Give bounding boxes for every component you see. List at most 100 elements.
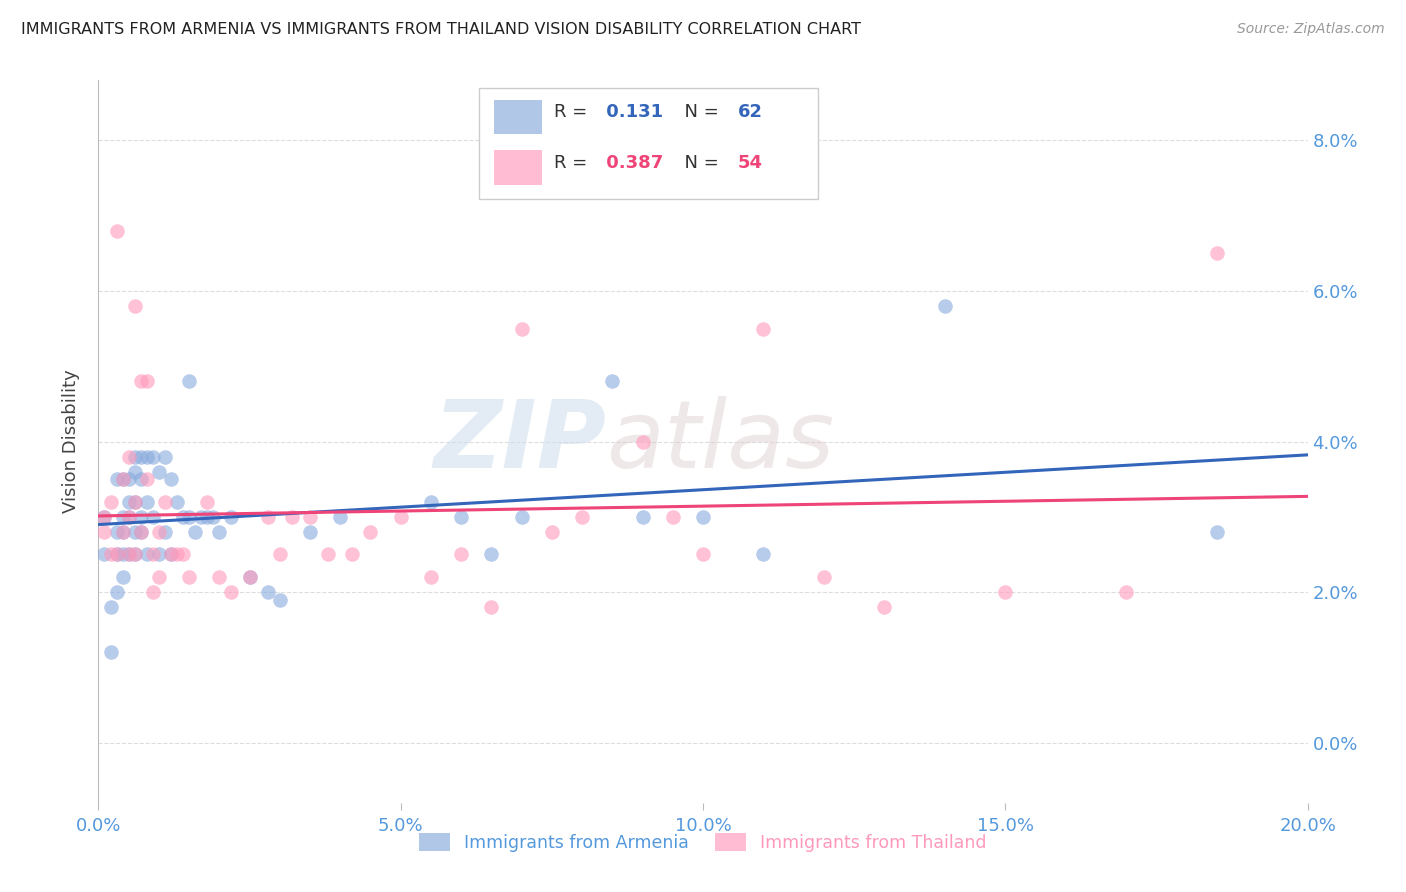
Point xyxy=(118,450,141,464)
Point xyxy=(105,585,128,599)
Point xyxy=(166,548,188,562)
Point xyxy=(631,434,654,449)
Point xyxy=(124,450,146,464)
Point xyxy=(450,509,472,524)
Legend: Immigrants from Armenia, Immigrants from Thailand: Immigrants from Armenia, Immigrants from… xyxy=(412,827,994,859)
Point xyxy=(602,375,624,389)
Text: 54: 54 xyxy=(738,154,763,172)
Point xyxy=(142,548,165,562)
Point xyxy=(239,570,262,584)
Point xyxy=(118,472,141,486)
Point xyxy=(142,450,165,464)
Point xyxy=(450,548,472,562)
Point xyxy=(93,509,115,524)
Text: 0.131: 0.131 xyxy=(600,103,664,121)
FancyBboxPatch shape xyxy=(479,87,818,200)
Text: N =: N = xyxy=(672,103,724,121)
Point xyxy=(342,548,364,562)
Point xyxy=(105,524,128,539)
Point xyxy=(124,494,146,508)
Point xyxy=(481,600,503,615)
Point xyxy=(129,509,152,524)
Point xyxy=(135,450,157,464)
Point xyxy=(661,509,683,524)
Point xyxy=(269,592,291,607)
Point xyxy=(160,548,183,562)
Point xyxy=(148,465,170,479)
Point xyxy=(148,548,170,562)
Point xyxy=(202,509,225,524)
Point xyxy=(118,509,141,524)
Point xyxy=(166,494,188,508)
Point xyxy=(129,472,152,486)
Point xyxy=(269,548,291,562)
Point xyxy=(129,524,152,539)
Point xyxy=(329,509,352,524)
Point xyxy=(172,509,194,524)
Point xyxy=(481,548,503,562)
Point xyxy=(111,570,134,584)
Point xyxy=(93,509,115,524)
Point xyxy=(124,548,146,562)
Point xyxy=(153,450,176,464)
Point xyxy=(752,321,775,335)
Point xyxy=(360,524,382,539)
Point xyxy=(148,570,170,584)
Point xyxy=(142,585,165,599)
Point xyxy=(692,509,714,524)
Point xyxy=(111,524,134,539)
Y-axis label: Vision Disability: Vision Disability xyxy=(62,369,80,514)
Point xyxy=(195,494,218,508)
Point xyxy=(692,548,714,562)
Point xyxy=(129,375,152,389)
Point xyxy=(1115,585,1137,599)
Point xyxy=(172,548,194,562)
Point xyxy=(93,548,115,562)
Text: IMMIGRANTS FROM ARMENIA VS IMMIGRANTS FROM THAILAND VISION DISABILITY CORRELATIO: IMMIGRANTS FROM ARMENIA VS IMMIGRANTS FR… xyxy=(21,22,860,37)
Point xyxy=(135,375,157,389)
Point xyxy=(179,375,201,389)
Point xyxy=(221,509,243,524)
Point xyxy=(389,509,412,524)
Point xyxy=(221,585,243,599)
Point xyxy=(1206,246,1229,260)
Point xyxy=(124,465,146,479)
Text: R =: R = xyxy=(554,103,593,121)
Point xyxy=(118,548,141,562)
Point xyxy=(420,570,443,584)
Point xyxy=(105,472,128,486)
Point xyxy=(540,524,562,539)
Point xyxy=(160,472,183,486)
Point xyxy=(873,600,896,615)
Point xyxy=(299,509,322,524)
Point xyxy=(631,509,654,524)
Point xyxy=(111,548,134,562)
Point xyxy=(813,570,835,584)
Point xyxy=(111,472,134,486)
Point xyxy=(100,645,122,659)
Point xyxy=(124,548,146,562)
Point xyxy=(142,509,165,524)
Point xyxy=(129,450,152,464)
Point xyxy=(105,224,128,238)
Text: R =: R = xyxy=(554,154,593,172)
Point xyxy=(208,524,231,539)
Text: Source: ZipAtlas.com: Source: ZipAtlas.com xyxy=(1237,22,1385,37)
Text: 0.387: 0.387 xyxy=(600,154,664,172)
Point xyxy=(111,509,134,524)
Point xyxy=(160,548,183,562)
Point xyxy=(118,548,141,562)
Text: ZIP: ZIP xyxy=(433,395,606,488)
Point xyxy=(153,494,176,508)
Point xyxy=(179,509,201,524)
Point xyxy=(510,321,533,335)
Point xyxy=(118,494,141,508)
Point xyxy=(316,548,339,562)
Point xyxy=(100,600,122,615)
Point xyxy=(124,524,146,539)
Point xyxy=(994,585,1017,599)
Point xyxy=(420,494,443,508)
Point xyxy=(124,299,146,313)
Point xyxy=(299,524,322,539)
Point xyxy=(256,585,278,599)
